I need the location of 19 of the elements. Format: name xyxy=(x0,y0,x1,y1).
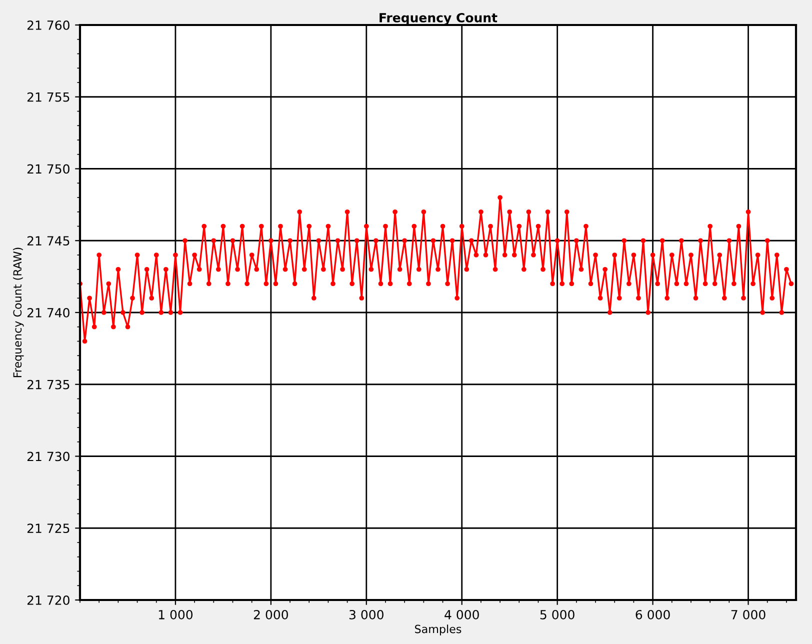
y-tick-label: 21 725 xyxy=(27,524,70,534)
x-tick-label: 3 000 xyxy=(349,610,384,620)
x-tick-label: 7 000 xyxy=(731,610,766,620)
y-axis-title: Frequency Count (RAW) xyxy=(13,248,24,378)
y-tick-label: 21 745 xyxy=(27,236,70,246)
x-tick-label: 1 000 xyxy=(158,610,193,620)
y-tick-label: 21 730 xyxy=(27,452,70,462)
x-tick-label: 6 000 xyxy=(636,610,670,620)
y-tick-label: 21 755 xyxy=(27,92,70,102)
y-tick-label: 21 760 xyxy=(27,20,70,30)
y-tick-label: 21 750 xyxy=(27,164,70,174)
x-tick-label: 2 000 xyxy=(254,610,288,620)
x-tick-label: 4 000 xyxy=(444,610,479,620)
x-tick-label: 5 000 xyxy=(540,610,574,620)
y-tick-label: 21 720 xyxy=(27,595,70,605)
y-tick-label: 21 740 xyxy=(27,308,70,318)
x-axis-title: Samples xyxy=(415,624,462,636)
y-tick-label: 21 735 xyxy=(27,380,70,390)
chart-title: Frequency Count xyxy=(380,12,498,25)
